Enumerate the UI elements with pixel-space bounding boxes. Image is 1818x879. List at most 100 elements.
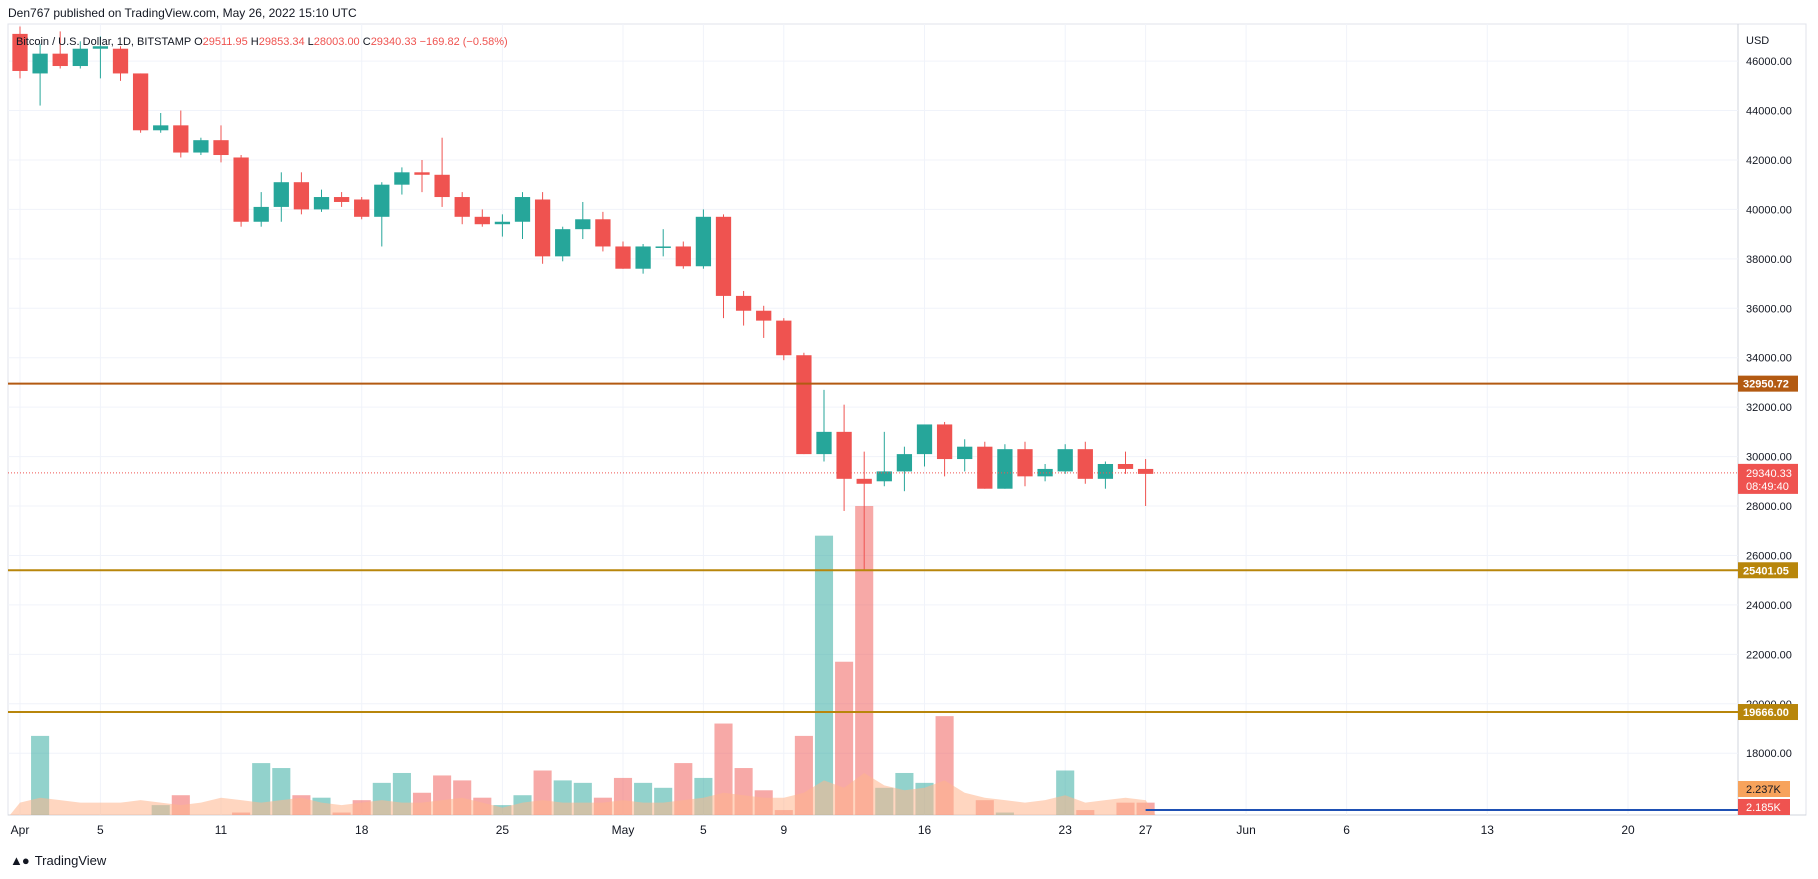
candle-body xyxy=(313,197,330,210)
candle-body xyxy=(514,197,531,222)
candle-body xyxy=(1097,463,1114,479)
y-tick-label: 24000.00 xyxy=(1746,600,1792,612)
candle-body xyxy=(153,125,169,131)
legend-part: Bitcoin / U.S. Dollar, 1D, BITSTAMP xyxy=(16,36,194,48)
candle-body xyxy=(856,478,872,484)
legend-part: −169.82 (−0.58%) xyxy=(420,36,508,48)
volume-bar xyxy=(855,506,874,815)
ohlc-legend: Bitcoin / U.S. Dollar, 1D, BITSTAMP O295… xyxy=(16,36,508,48)
candle-body xyxy=(253,206,269,222)
volume-bar xyxy=(31,735,50,815)
x-tick-label: 18 xyxy=(355,823,369,837)
candle-body xyxy=(112,48,129,74)
x-tick-label: 11 xyxy=(215,823,228,837)
candle-body xyxy=(213,140,229,156)
y-tick-label: 36000.00 xyxy=(1746,303,1792,315)
legend-part: 28003.00 xyxy=(314,36,363,48)
y-tick-label: 46000.00 xyxy=(1746,56,1792,68)
x-tick-label: 9 xyxy=(780,823,787,837)
y-tick-label: 26000.00 xyxy=(1746,550,1792,562)
x-tick-label: 5 xyxy=(97,823,104,837)
y-tick-label: 28000.00 xyxy=(1746,501,1792,513)
candle-body xyxy=(1057,449,1073,472)
candle-body xyxy=(756,310,772,321)
current-price-label: 29340.33 xyxy=(1746,468,1792,480)
candle-body xyxy=(876,471,892,482)
level-label-bg-support-low xyxy=(1738,704,1798,721)
candle-body xyxy=(936,424,953,460)
x-tick-label: 16 xyxy=(918,823,932,837)
candle-body xyxy=(233,157,249,222)
candle-body xyxy=(695,216,712,267)
level-label-support-low: 19666.00 xyxy=(1743,707,1789,719)
x-tick-label: 27 xyxy=(1139,823,1153,837)
candle-body xyxy=(735,295,752,311)
x-tick-label: 23 xyxy=(1059,823,1073,837)
y-tick-label: 38000.00 xyxy=(1746,254,1792,266)
candle-body xyxy=(434,174,450,198)
currency-label: USD xyxy=(1746,35,1769,47)
current-price-label-bg xyxy=(1738,463,1798,494)
candle-body xyxy=(333,197,350,202)
candle-body xyxy=(1117,463,1134,469)
level-label-resistance: 32950.72 xyxy=(1743,379,1789,391)
candle-body xyxy=(997,449,1013,489)
tradingview-logo-icon: ▲● xyxy=(10,853,30,868)
price-countdown: 08:49:40 xyxy=(1746,481,1789,493)
y-tick-label: 30000.00 xyxy=(1746,452,1792,464)
footer-brand: TradingView xyxy=(34,853,107,868)
candle-body xyxy=(1137,468,1154,474)
candle-body xyxy=(816,431,832,455)
candle-body xyxy=(1017,449,1033,477)
y-tick-label: 42000.00 xyxy=(1746,155,1792,167)
candles xyxy=(12,26,1154,571)
volume-ma-area xyxy=(9,772,1156,815)
candle-body xyxy=(916,424,933,455)
candle-body xyxy=(635,246,651,269)
x-tick-label: May xyxy=(612,823,635,837)
x-tick-label: 13 xyxy=(1481,823,1495,837)
y-tick-label: 32000.00 xyxy=(1746,402,1792,414)
y-tick-label: 18000.00 xyxy=(1746,748,1792,760)
candle-body xyxy=(1077,449,1093,479)
legend-part: H xyxy=(251,36,259,48)
candle-body xyxy=(52,53,68,67)
candle-body xyxy=(776,320,792,356)
x-tick-label: 25 xyxy=(496,823,510,837)
candle-body xyxy=(595,219,611,247)
volume-ma-label-bg xyxy=(1738,781,1790,797)
x-tick-label: 6 xyxy=(1343,823,1350,837)
candle-body xyxy=(293,182,310,210)
legend-part: 29340.33 xyxy=(371,36,420,48)
volume-bar xyxy=(814,535,834,815)
candle-body xyxy=(977,446,993,489)
candle-body xyxy=(374,184,390,217)
candle-body xyxy=(494,221,511,225)
legend-part: 29853.34 xyxy=(259,36,308,48)
candle-body xyxy=(715,216,732,296)
candle-body xyxy=(193,140,209,153)
candle-body xyxy=(836,431,852,479)
candle-body xyxy=(72,48,88,67)
candle-body xyxy=(957,446,973,460)
candle-body xyxy=(555,229,571,257)
volume-bars xyxy=(31,506,1155,815)
level-label-support: 25401.05 xyxy=(1743,565,1789,577)
candle-body xyxy=(394,172,410,185)
candle-body xyxy=(12,33,28,71)
volume-last-label: 2.185K xyxy=(1746,802,1782,814)
candle-body xyxy=(655,246,671,248)
y-tick-label: 40000.00 xyxy=(1746,204,1792,216)
candle-body xyxy=(796,355,812,455)
candle-body xyxy=(474,216,490,225)
candle-body xyxy=(615,246,631,269)
candle-body xyxy=(173,125,189,153)
candle-body xyxy=(575,219,591,230)
volume-bar xyxy=(835,661,854,815)
chart-frame xyxy=(7,23,1807,816)
level-label-bg-support xyxy=(1738,562,1798,579)
candle-body xyxy=(675,246,691,267)
y-tick-label: 34000.00 xyxy=(1746,353,1792,365)
footer: ▲● TradingView xyxy=(10,853,106,868)
